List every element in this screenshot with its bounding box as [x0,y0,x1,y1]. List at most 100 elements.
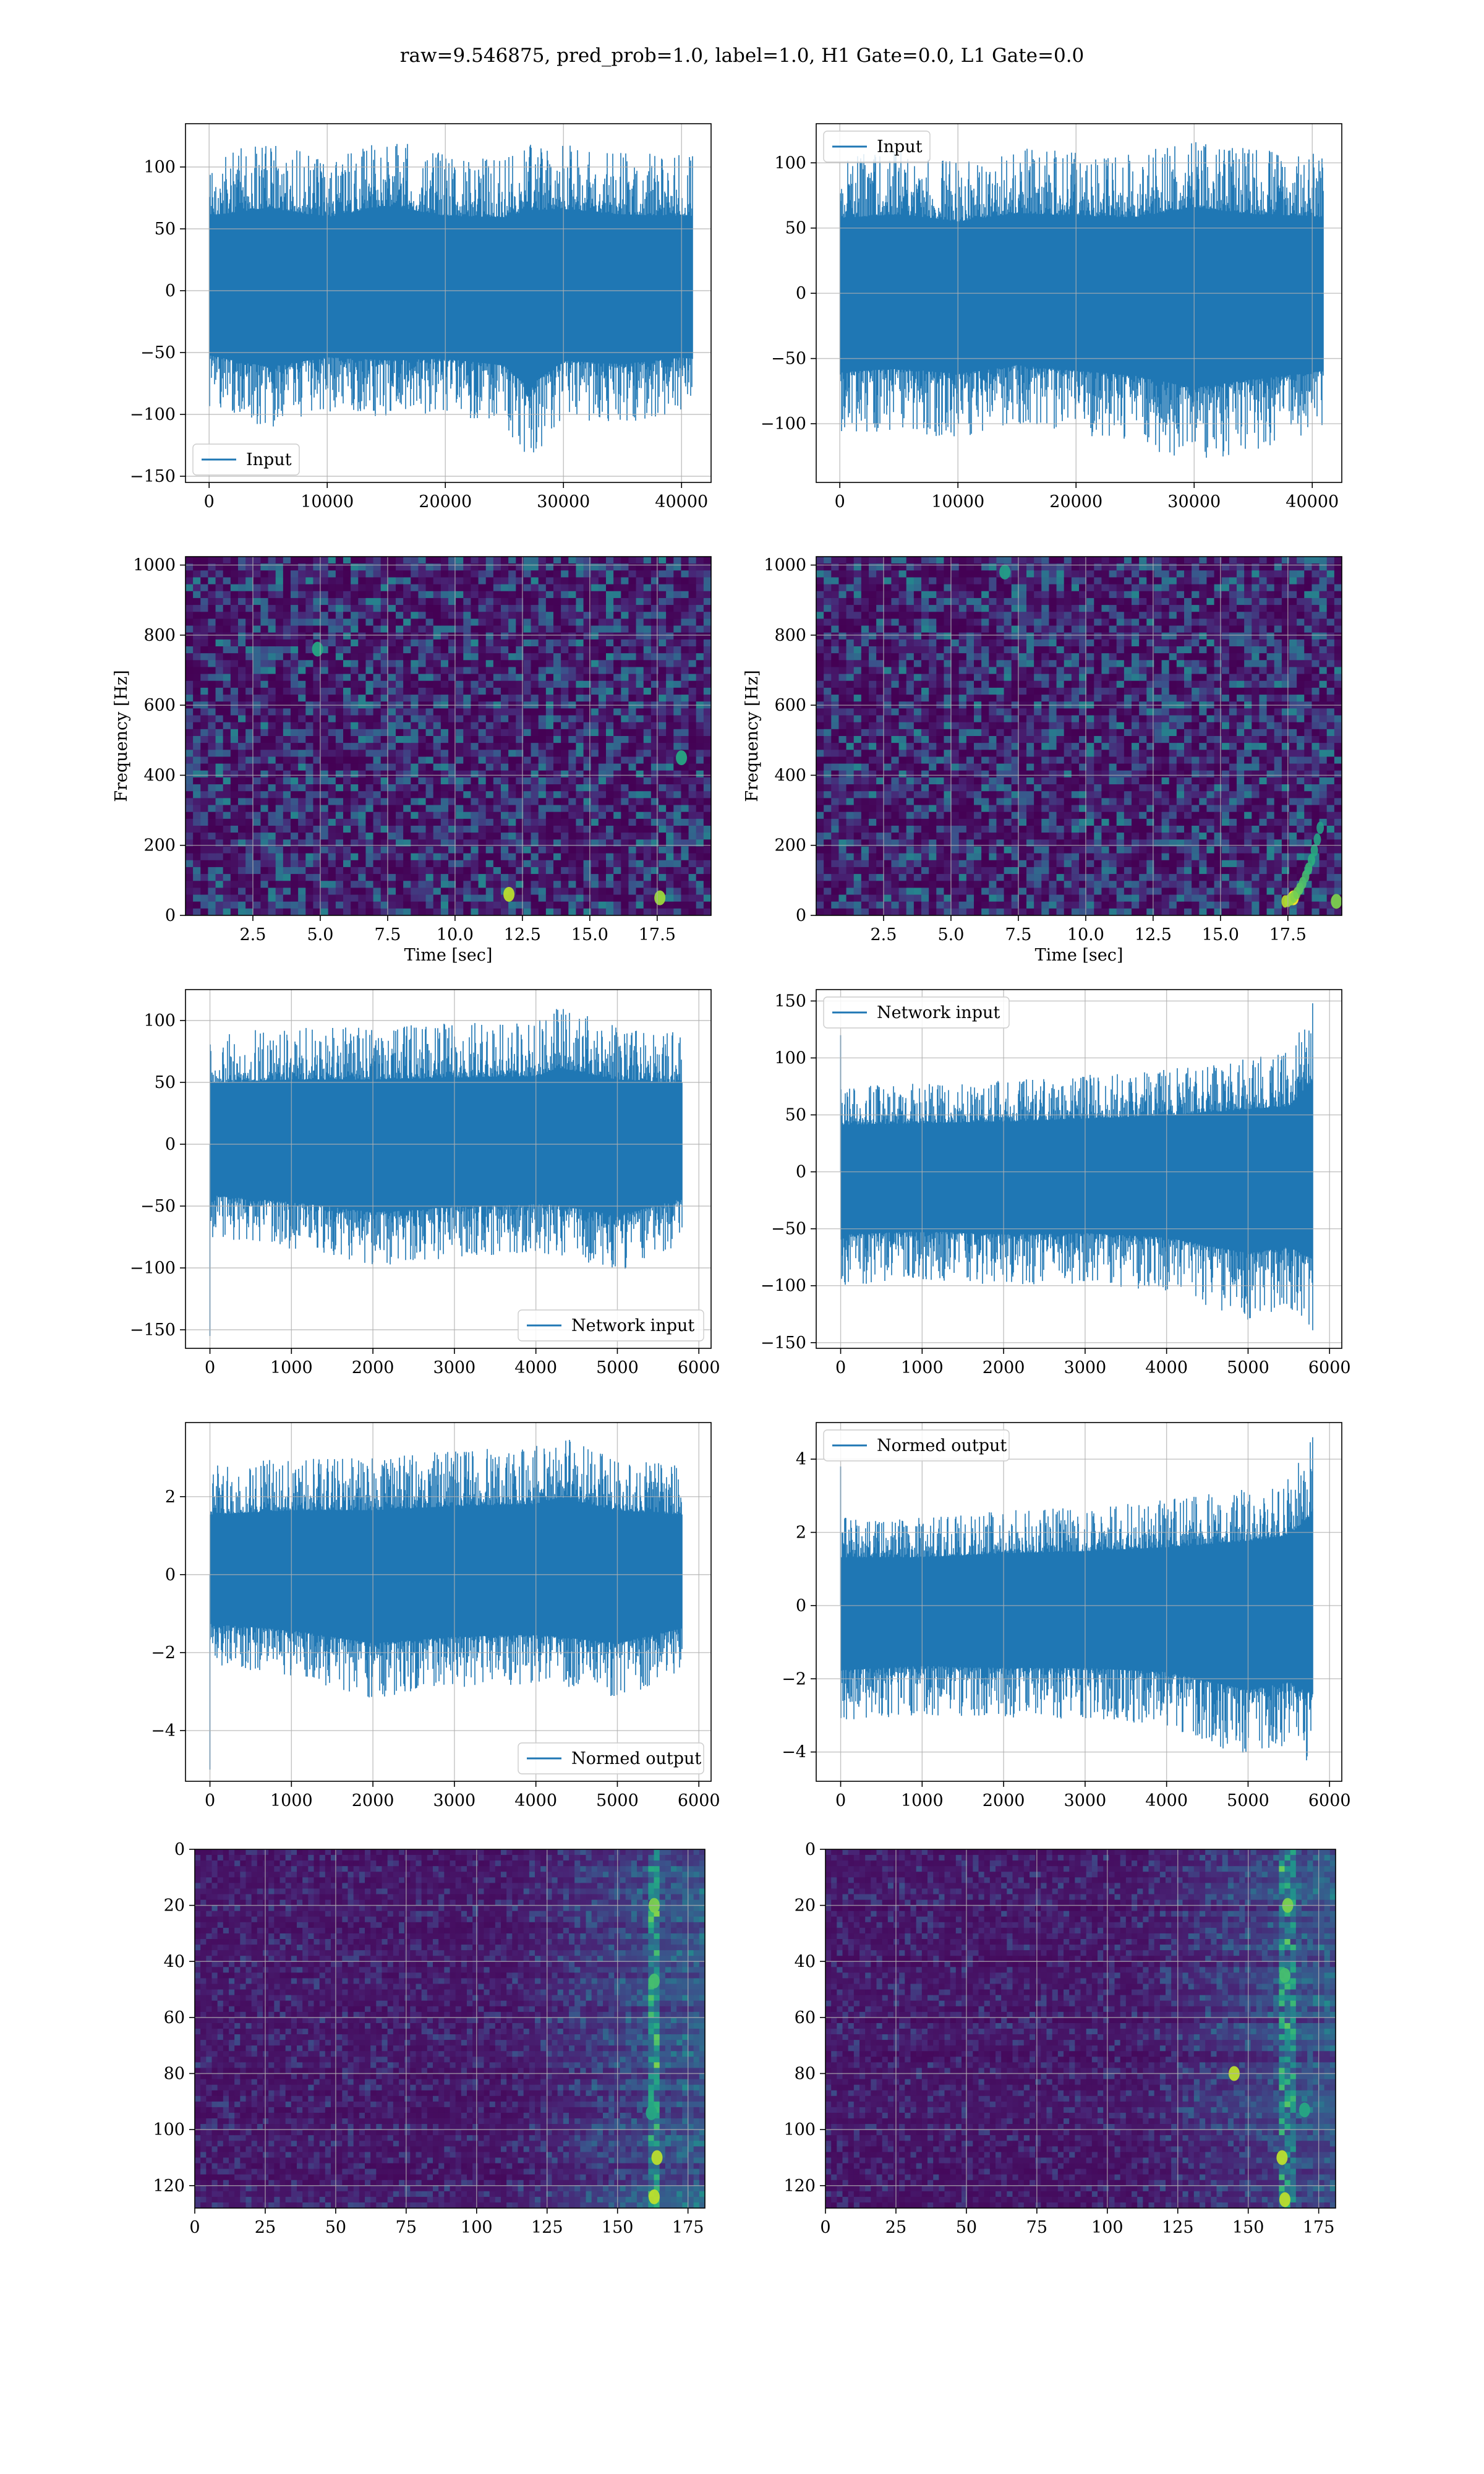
heatmap-cell [936,853,945,861]
heatmap-cell [508,577,516,585]
heatmap-cell [516,784,524,792]
heatmap-cell [373,811,382,820]
heatmap-cell [929,839,937,847]
heatmap-cell [238,833,246,840]
heatmap-cell [411,743,419,750]
heatmap-cell [659,584,667,592]
heatmap-cell [891,708,900,716]
heatmap-cell [966,597,974,606]
heatmap-cell [906,888,915,896]
heatmap-cell [838,743,847,750]
heatmap-cell [411,618,419,627]
heatmap-cell [403,791,411,798]
heatmap-cell [703,839,711,847]
heatmap-cell [561,908,569,915]
heatmap-cell [591,584,599,592]
heatmap-cell [621,811,629,820]
heatmap-cell [576,901,584,909]
heatmap-cell [275,860,284,868]
x-tick-label: 5.0 [307,925,333,944]
heatmap-cell [659,570,667,578]
heatmap-cell [380,687,389,695]
heatmap-cell [591,867,599,875]
heatmap-cell [951,687,960,695]
heatmap-cell [335,660,344,668]
heatmap-cell [643,756,652,764]
heatmap-cell [305,618,314,627]
heatmap-cell [501,584,509,592]
heatmap-cell [425,715,434,723]
heatmap-cell [966,867,974,875]
heatmap-cell [816,597,824,606]
heatmap-cell [643,750,652,758]
heatmap-cell [936,908,945,915]
heatmap-cell [320,660,329,668]
heatmap-cell [531,901,539,909]
heatmap-cell [313,901,322,909]
heatmap-cell [583,839,592,847]
heatmap-cell [215,811,224,820]
heatmap-cell [951,674,960,682]
heatmap-cell [425,908,434,915]
heatmap-cell [583,591,592,599]
heatmap-cell [388,563,396,571]
heatmap-cell [291,618,299,627]
heatmap-cell [598,591,607,599]
heatmap-cell [268,695,276,702]
heatmap-cell [703,570,711,578]
heatmap-cell [591,639,599,647]
heatmap-cell [659,597,667,606]
heatmap-cell [230,660,239,668]
heatmap-cell [343,577,351,585]
heatmap-cell [411,577,419,585]
heatmap-cell [659,846,667,854]
heatmap-cell [929,805,937,813]
heatmap-cell [223,874,231,881]
heatmap-cell [186,715,194,723]
heatmap-cell [613,680,621,688]
heatmap-cell [275,695,284,702]
heatmap-cell [673,881,682,888]
heatmap-cell [929,715,937,723]
heatmap-cell [568,846,577,854]
heatmap-cell [824,708,832,716]
heatmap-cell [921,625,929,633]
heatmap-cell [884,674,892,682]
heatmap-cell [493,674,501,682]
heatmap-cell [200,833,209,840]
heatmap-cell [936,729,945,737]
heatmap-cell [989,563,997,571]
heatmap-cell [433,818,441,826]
heatmap-cell [561,597,569,606]
heatmap-cell [230,743,239,750]
heatmap-cell [351,860,359,868]
heatmap-cell [485,901,494,909]
heatmap-cell [215,791,224,798]
heatmap-cell [253,777,262,785]
heatmap-cell [621,695,629,702]
heatmap-cell [291,860,299,868]
heatmap-cell [425,646,434,654]
heatmap-cell [816,839,824,847]
heatmap-cell [666,860,674,868]
heatmap-cell [568,839,577,847]
heatmap-cell [583,784,592,792]
heatmap-cell [951,798,960,806]
heatmap-cell [846,784,855,792]
heatmap-cell [846,743,855,750]
heatmap-cell [245,680,254,688]
heatmap-cell [253,770,262,778]
heatmap-cell [456,881,464,888]
heatmap-cell [433,811,441,820]
heatmap-cell [433,570,441,578]
heatmap-cell [673,597,682,606]
heatmap-cell [696,770,704,778]
heatmap-cell [659,826,667,833]
heatmap-cell [291,756,299,764]
heatmap-cell [186,591,194,599]
heatmap-cell [208,839,216,847]
heatmap-cell [305,660,314,668]
heatmap-cell [313,833,322,840]
heatmap-cell [223,736,231,743]
heatmap-cell [583,805,592,813]
